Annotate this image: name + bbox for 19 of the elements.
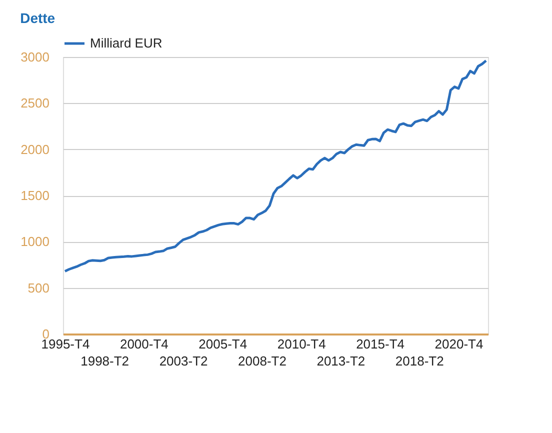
x-tick-label: 2005-T4 xyxy=(198,336,248,352)
y-tick-label: 1500 xyxy=(20,188,50,203)
y-tick-label: 1000 xyxy=(20,234,50,250)
x-tick-label: 2018-T2 xyxy=(395,354,444,368)
x-tick-label: 2003-T2 xyxy=(159,354,208,368)
y-tick-label: 500 xyxy=(28,280,50,296)
x-tick-label: 2015-T4 xyxy=(356,336,404,352)
x-tick-label: 2010-T4 xyxy=(277,336,326,352)
y-tick-label: 2000 xyxy=(20,142,50,157)
y-tick-label: 2500 xyxy=(20,96,50,111)
x-tick-label: 2020-T4 xyxy=(434,336,484,352)
chart-title: Dette xyxy=(20,10,56,26)
x-tick-label: 1998-T2 xyxy=(80,354,130,368)
x-tick-label: 2013-T2 xyxy=(316,354,366,368)
x-tick-label: 2000-T4 xyxy=(120,336,168,352)
line-series xyxy=(64,59,488,272)
x-tick-label: 2008-T2 xyxy=(238,354,286,368)
y-tick-label: 3000 xyxy=(20,50,50,64)
legend-label: Milliard EUR xyxy=(90,36,162,50)
